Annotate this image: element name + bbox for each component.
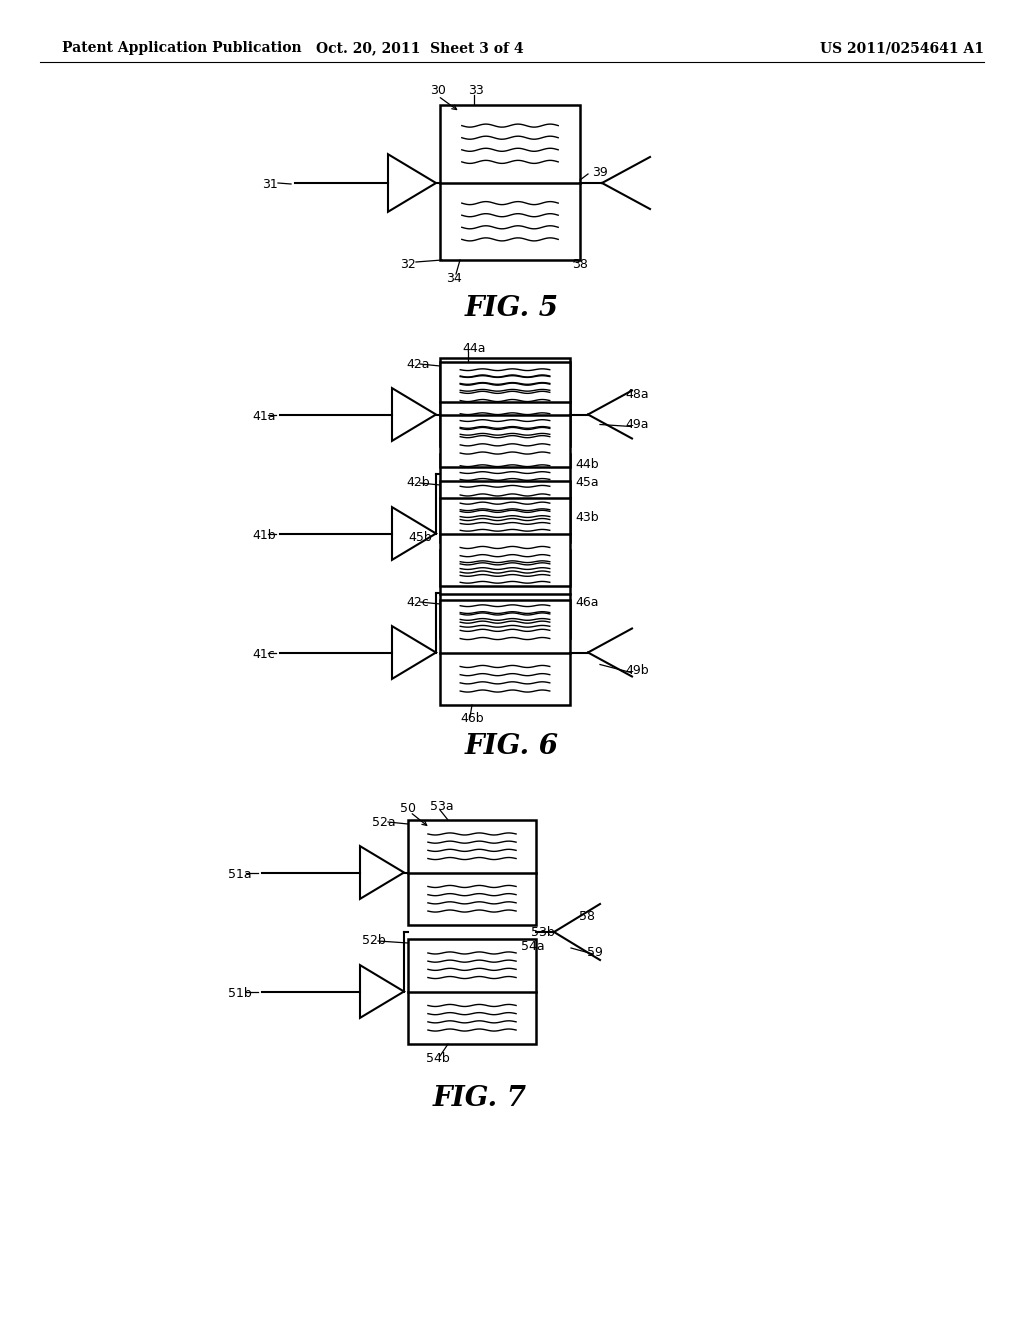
- Text: FIG. 5: FIG. 5: [465, 294, 559, 322]
- Text: 50: 50: [400, 801, 416, 814]
- Bar: [440, 362, 570, 467]
- Bar: [408, 939, 536, 1044]
- Text: 42c: 42c: [406, 595, 429, 609]
- Text: 42a: 42a: [406, 358, 429, 371]
- Text: 41c: 41c: [252, 648, 274, 661]
- Text: 49b: 49b: [625, 664, 648, 677]
- Text: 44b: 44b: [575, 458, 599, 471]
- Text: 54a: 54a: [521, 940, 545, 953]
- Text: Oct. 20, 2011  Sheet 3 of 4: Oct. 20, 2011 Sheet 3 of 4: [316, 41, 524, 55]
- Bar: [440, 550, 570, 638]
- Text: 45b: 45b: [408, 531, 432, 544]
- Bar: [440, 480, 570, 586]
- Text: US 2011/0254641 A1: US 2011/0254641 A1: [820, 41, 984, 55]
- Bar: [440, 358, 570, 446]
- Text: 58: 58: [579, 909, 595, 923]
- Text: 54b: 54b: [426, 1052, 450, 1064]
- Text: 34: 34: [446, 272, 462, 285]
- Text: 46a: 46a: [575, 595, 598, 609]
- Bar: [408, 820, 536, 925]
- Text: 51b: 51b: [228, 987, 252, 1001]
- Text: 46b: 46b: [460, 713, 483, 726]
- Text: 42b: 42b: [406, 477, 430, 490]
- Text: 30: 30: [430, 84, 445, 98]
- Bar: [440, 454, 570, 543]
- Text: 41a: 41a: [252, 411, 275, 422]
- Text: FIG. 6: FIG. 6: [465, 734, 559, 760]
- Text: 44a: 44a: [462, 342, 485, 355]
- Text: Patent Application Publication: Patent Application Publication: [62, 41, 302, 55]
- Text: 41b: 41b: [252, 529, 275, 543]
- Text: 33: 33: [468, 84, 483, 98]
- Bar: [440, 106, 580, 260]
- Text: 53b: 53b: [531, 925, 555, 939]
- Text: FIG. 7: FIG. 7: [433, 1085, 527, 1111]
- Text: 43b: 43b: [575, 511, 599, 524]
- Text: 31: 31: [262, 177, 278, 190]
- Text: 51a: 51a: [228, 869, 252, 880]
- Text: 53a: 53a: [430, 800, 454, 813]
- Text: 39: 39: [592, 165, 608, 178]
- Text: 48a: 48a: [625, 388, 648, 401]
- Bar: [440, 601, 570, 705]
- Text: 49a: 49a: [625, 418, 648, 432]
- Text: 59: 59: [587, 945, 603, 958]
- Text: 32: 32: [400, 257, 416, 271]
- Text: 45a: 45a: [575, 477, 599, 490]
- Text: 52a: 52a: [372, 816, 395, 829]
- Text: 52b: 52b: [362, 935, 386, 948]
- Text: 38: 38: [572, 257, 588, 271]
